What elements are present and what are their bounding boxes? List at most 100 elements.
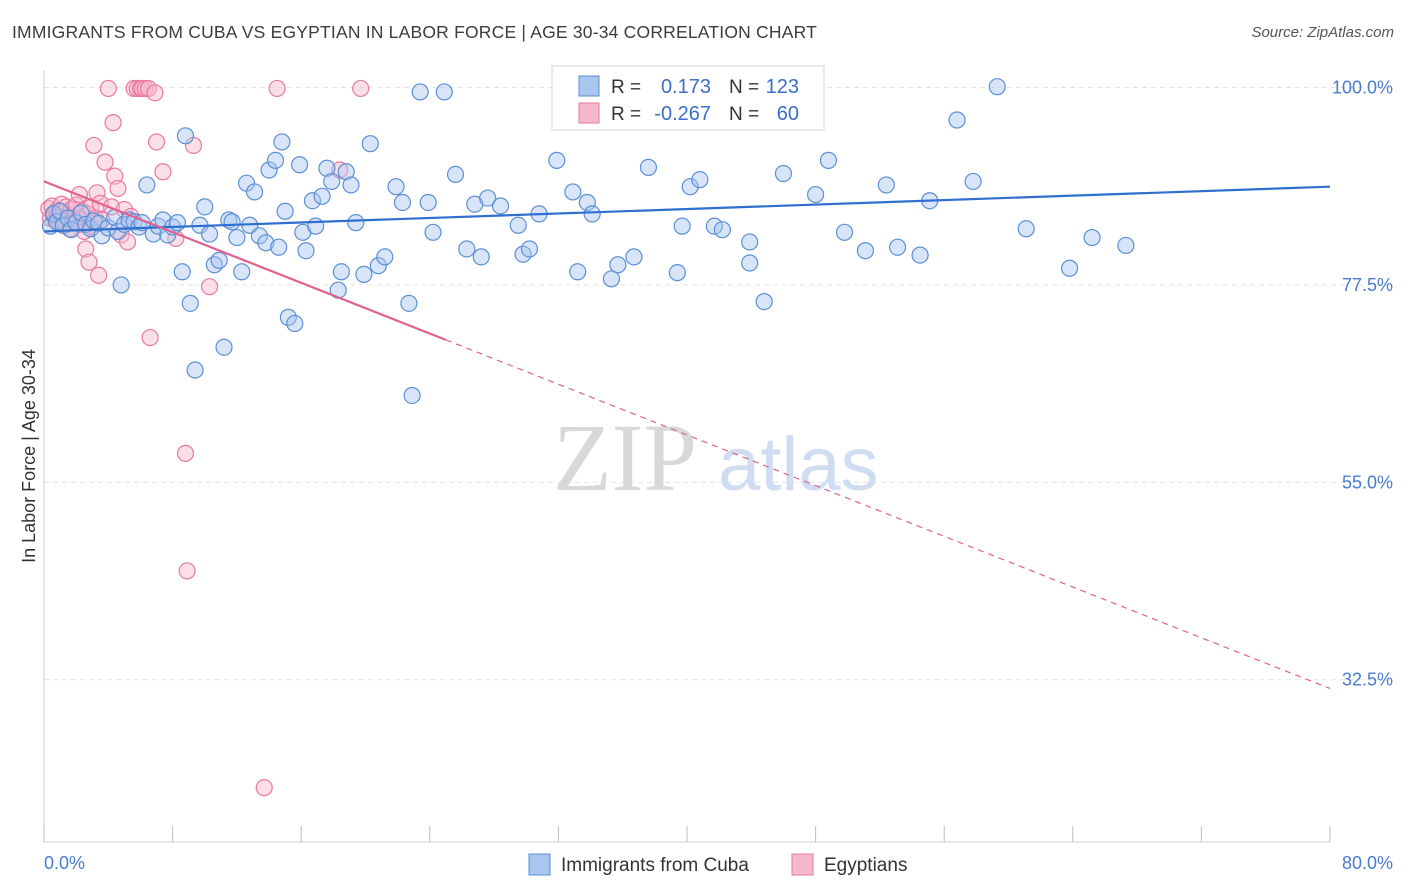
cuba-point: [112, 276, 130, 294]
cuba-point: [691, 171, 709, 189]
cuba-point: [279, 308, 297, 326]
cuba-point: [479, 189, 497, 207]
egypt-trend-line: [43, 180, 447, 341]
cuba-point: [276, 202, 294, 220]
egypt-point: [154, 163, 172, 181]
cuba-point: [215, 338, 233, 356]
cuba-point: [583, 205, 601, 223]
chart-source: Source: ZipAtlas.com: [1251, 24, 1394, 41]
cuba-point: [509, 216, 527, 234]
cuba-point: [250, 227, 269, 245]
stats-r-value-egypt: -0.267: [654, 103, 711, 125]
cuba-point: [260, 161, 278, 179]
cuba-point: [988, 78, 1006, 96]
egypt-point: [255, 779, 273, 797]
legend: Immigrants from Cuba Egyptians: [528, 853, 907, 876]
egypt-point: [99, 79, 117, 98]
cuba-point: [307, 217, 325, 235]
cuba-point: [639, 158, 658, 176]
cuba-point: [355, 265, 373, 284]
cuba-point: [109, 222, 127, 241]
cuba-point: [806, 185, 825, 204]
cuba-point: [393, 193, 412, 212]
stats-n-label-egypt: N =: [729, 104, 759, 125]
cuba-point: [411, 83, 429, 101]
stats-box: R = 0.173 N = 123 R = -0.267 N = 60: [551, 65, 825, 131]
egypt-point: [146, 84, 164, 102]
cuba-point: [458, 240, 476, 258]
cuba-trend-line: [43, 185, 1331, 233]
cuba-point: [200, 225, 219, 243]
stats-r-value-cuba: 0.173: [661, 76, 711, 98]
egyptians-points: [40, 79, 370, 797]
cuba-point: [210, 251, 228, 269]
cuba-point: [564, 183, 582, 201]
cuba-point: [186, 361, 204, 379]
egypt-trend-line-extension: [445, 339, 1331, 690]
cuba-point: [290, 156, 309, 174]
cuba-point: [609, 256, 627, 274]
cuba-point: [602, 270, 621, 288]
cuba-point: [337, 163, 355, 181]
stats-r-label-egypt: R =: [611, 104, 641, 125]
cuba-point: [774, 164, 793, 183]
cuba-point: [318, 159, 336, 177]
cuba-point: [369, 257, 387, 275]
x-tick-label-min: 0.0%: [44, 853, 85, 873]
cuba-point: [347, 214, 365, 232]
watermark-atlas: atlas: [718, 422, 879, 507]
cuba-point: [741, 233, 759, 251]
egypt-point: [90, 266, 108, 284]
cuba-point: [569, 263, 587, 281]
cuba-point: [168, 214, 187, 232]
cuba-point: [228, 228, 246, 247]
trend-lines: [43, 180, 1331, 690]
x-axis-ticks: [43, 826, 1331, 842]
cuba-point: [911, 246, 929, 264]
cuba-point: [313, 187, 331, 205]
egypt-point: [77, 240, 95, 258]
cuba-point: [297, 242, 315, 260]
egypt-point: [178, 562, 196, 580]
egypt-point: [109, 179, 127, 198]
cuba-point: [181, 294, 199, 312]
stats-n-value-cuba: 123: [766, 76, 799, 98]
cuba-point: [424, 223, 442, 241]
cuba-point: [176, 127, 195, 145]
cuba-point: [376, 248, 394, 266]
egypt-point: [104, 114, 122, 132]
legend-swatch-egypt: [791, 853, 814, 876]
cuba-point: [245, 183, 264, 201]
chart-title: IMMIGRANTS FROM CUBA VS EGYPTIAN IN LABO…: [12, 22, 817, 42]
cuba-points: [41, 78, 1135, 405]
cuba-point: [223, 213, 241, 231]
egypt-point: [80, 253, 98, 271]
cuba-point: [270, 238, 288, 256]
cuba-point: [1117, 236, 1135, 255]
cuba-point: [286, 314, 304, 333]
egypt-point: [352, 79, 370, 98]
cuba-point: [548, 151, 566, 169]
egypt-point: [85, 136, 103, 155]
cuba-point: [303, 192, 322, 210]
cuba-point: [681, 178, 699, 196]
egypt-point: [176, 444, 195, 462]
egypt-point: [88, 184, 106, 202]
cuba-point: [266, 151, 285, 169]
cuba-point: [948, 111, 966, 129]
cuba-point: [835, 223, 854, 241]
cuba-point: [491, 197, 510, 215]
legend-label-egypt: Egyptians: [824, 855, 907, 876]
cuba-point: [173, 263, 191, 281]
stats-n-label-cuba: N =: [729, 77, 759, 98]
cuba-point: [877, 176, 895, 194]
cuba-point: [741, 254, 759, 272]
cuba-point: [419, 193, 437, 212]
cuba-point: [520, 240, 539, 258]
cuba-point: [713, 221, 731, 239]
cuba-point: [625, 248, 643, 266]
cuba-point: [400, 294, 418, 312]
cuba-point: [1017, 220, 1035, 238]
egypt-point: [147, 133, 166, 151]
y-axis-label: In Labor Force | Age 30-34: [19, 349, 39, 563]
